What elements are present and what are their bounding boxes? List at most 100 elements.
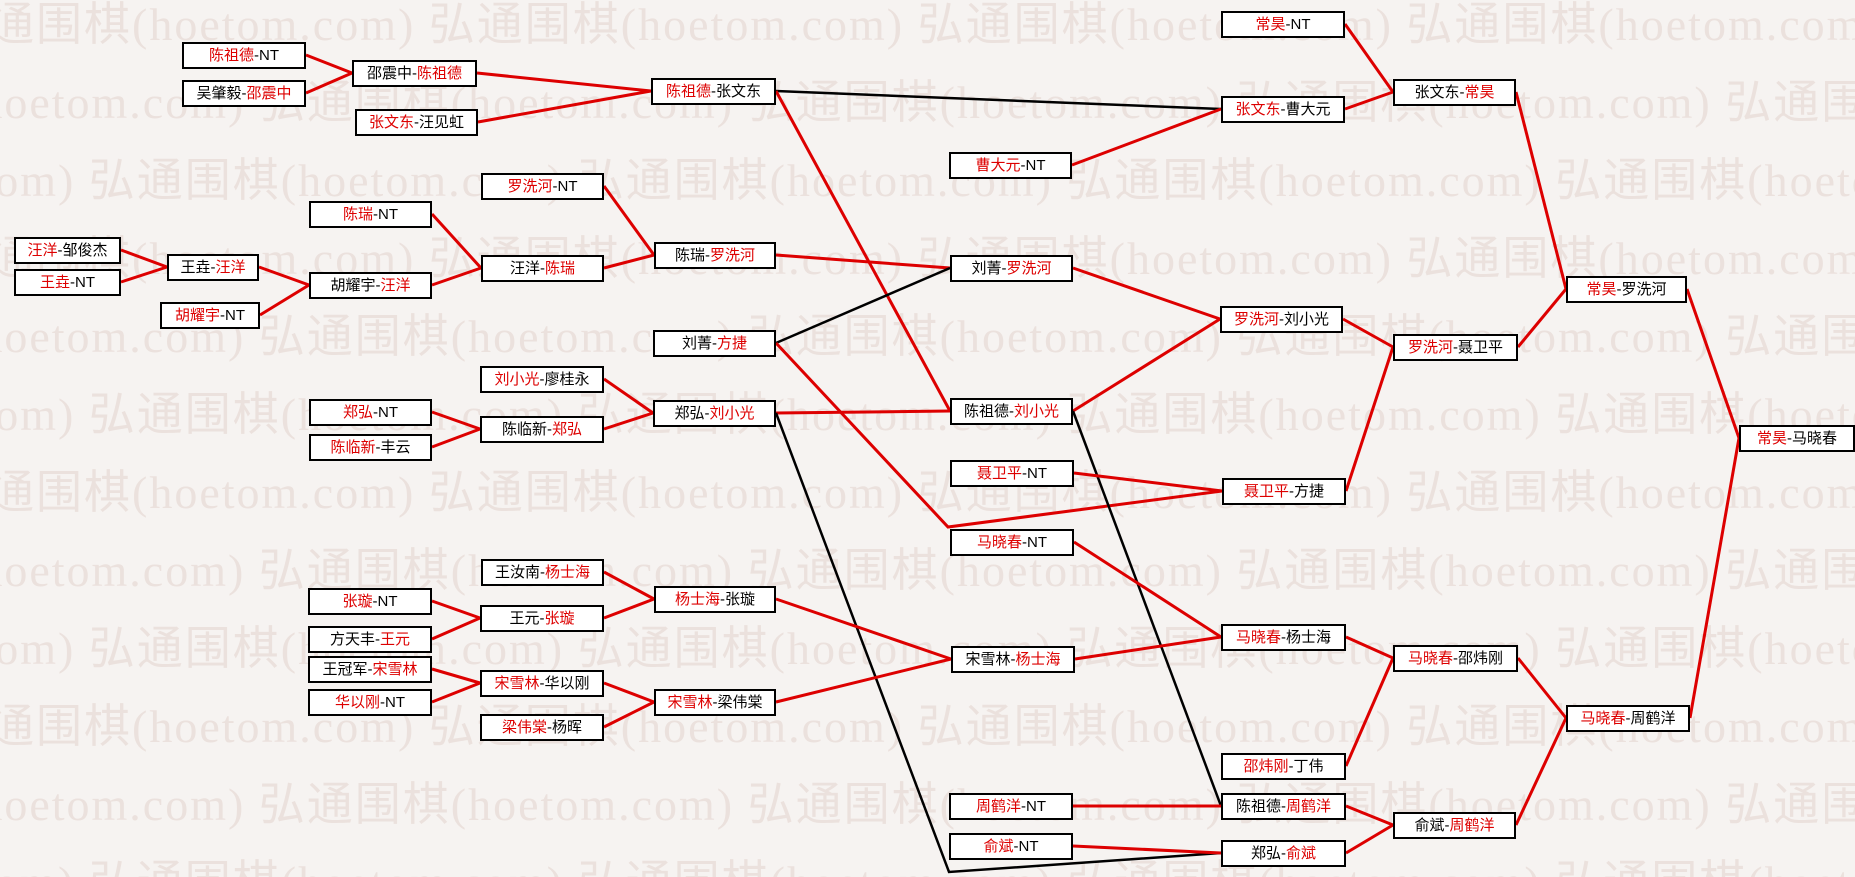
loser-name: 陈祖德- bbox=[963, 403, 1014, 420]
link-line-c8-c9 bbox=[603, 253, 655, 270]
loser-name: 胡耀宇- bbox=[330, 277, 381, 294]
winner-name: 汪洋 bbox=[380, 277, 411, 294]
match-box-c6: 胡耀宇 -NT bbox=[160, 302, 260, 329]
link-line-e2-e3 bbox=[1344, 346, 1395, 492]
match-box-c10: 刘菁- 罗洗河 bbox=[950, 255, 1073, 282]
link-line-e3-e4 bbox=[1516, 288, 1568, 348]
match-box-f9: 宋雪林 -华以刚 bbox=[480, 670, 604, 697]
winner-name: 聂卫平 bbox=[976, 465, 1022, 482]
loser-name: 汪洋- bbox=[509, 260, 545, 277]
watermark-row: 弘通围棋(hoetom.com) 弘通围棋(hoetom.com) 弘通围棋(h… bbox=[0, 0, 1855, 50]
match-box-f1: 马晓春 -NT bbox=[950, 529, 1074, 556]
winner-name: 马晓春 bbox=[1235, 629, 1281, 646]
match-box-g8: 马晓春 -周鹤洋 bbox=[1566, 705, 1690, 732]
loser-name: -马晓春 bbox=[1787, 430, 1837, 447]
link-line-g1-g8 bbox=[1516, 657, 1568, 719]
loser-name: 郑弘- bbox=[1250, 845, 1286, 862]
winner-name: 汪洋 bbox=[215, 259, 246, 276]
match-box-d2: 刘小光 -廖桂永 bbox=[480, 366, 604, 393]
link-line-g7-g8 bbox=[1514, 717, 1568, 826]
link-line-g6-g7 bbox=[1345, 823, 1394, 855]
link-line-d6-g6 bbox=[774, 412, 1222, 874]
winner-name: 张文东 bbox=[1235, 101, 1281, 118]
winner-name: 罗洗河 bbox=[709, 247, 755, 264]
link-line-c6-c7 bbox=[259, 283, 310, 317]
link-line-c1-c9 bbox=[602, 185, 656, 256]
watermark-row: 弘通围棋(hoetom.com) 弘通围棋(hoetom.com) 弘通围棋(h… bbox=[0, 77, 1855, 128]
winner-name: 罗洗河 bbox=[1407, 339, 1453, 356]
match-box-a4: 张文东 -汪见虹 bbox=[355, 109, 478, 136]
link-line-a1-a3 bbox=[305, 53, 353, 75]
loser-name: -张文东 bbox=[711, 83, 761, 100]
loser-name: 陈祖德- bbox=[1235, 798, 1286, 815]
link-line-g4-g7 bbox=[1345, 804, 1394, 827]
loser-name: -NT bbox=[1013, 838, 1039, 855]
loser-name: 宋雪林- bbox=[965, 651, 1016, 668]
match-box-h1: 常昊 -马晓春 bbox=[1739, 425, 1855, 452]
link-line-g2-g1 bbox=[1344, 657, 1395, 767]
winner-name: 周鹤洋 bbox=[1449, 817, 1495, 834]
watermark-row: 弘通围棋(hoetom.com) 弘通围棋(hoetom.com) 弘通围棋(h… bbox=[0, 155, 1855, 206]
winner-name: 周鹤洋 bbox=[975, 798, 1021, 815]
match-box-c2: 陈瑞 -NT bbox=[309, 201, 432, 228]
link-line-d3-d5 bbox=[431, 410, 481, 431]
loser-name: -NT bbox=[70, 274, 95, 291]
link-line-d4-d5 bbox=[431, 427, 481, 449]
loser-name: -NT bbox=[1022, 465, 1047, 482]
loser-name: 刘菁- bbox=[681, 335, 717, 352]
winner-name: 马晓春 bbox=[1407, 650, 1453, 667]
loser-name: -NT bbox=[1285, 16, 1311, 33]
loser-name: 王冠军- bbox=[322, 661, 373, 678]
loser-name: -张璇 bbox=[720, 591, 755, 608]
loser-name: -邹俊杰 bbox=[57, 242, 108, 259]
match-box-f11: 宋雪林 -梁伟棠 bbox=[654, 689, 776, 716]
link-line-f8-f9 bbox=[431, 681, 481, 704]
loser-name: -汪见虹 bbox=[414, 114, 464, 131]
winner-name: 梁伟棠 bbox=[501, 719, 547, 736]
loser-name: -罗洗河 bbox=[1616, 281, 1667, 298]
loser-name: -曹大元 bbox=[1280, 101, 1331, 118]
match-box-f10: 梁伟棠 -杨晖 bbox=[480, 714, 604, 741]
winner-name: 罗洗河 bbox=[1006, 260, 1052, 277]
loser-name: 陈瑞- bbox=[674, 247, 710, 264]
match-box-c1: 罗洗河 -NT bbox=[481, 173, 604, 200]
match-box-c8: 汪洋- 陈瑞 bbox=[481, 255, 604, 282]
winner-name: 邵炜刚 bbox=[1243, 758, 1289, 775]
winner-name: 张璇 bbox=[342, 593, 373, 610]
link-line-d7-d8 bbox=[1072, 317, 1221, 413]
winner-name: 王元 bbox=[379, 631, 410, 648]
winner-name: 马晓春 bbox=[976, 534, 1022, 551]
link-line-f7-f9 bbox=[431, 667, 481, 685]
link-line-c4-c5 bbox=[120, 265, 168, 284]
match-box-f2: 王汝南- 杨士海 bbox=[481, 559, 604, 586]
match-box-a1: 陈祖德 -NT bbox=[182, 42, 306, 69]
link-line-f1-f13 bbox=[1073, 540, 1222, 639]
match-box-d5: 陈临新- 郑弘 bbox=[480, 416, 604, 443]
winner-name: 聂卫平 bbox=[1243, 483, 1289, 500]
winner-name: 常昊 bbox=[1756, 430, 1787, 447]
link-line-b2-b4 bbox=[1344, 90, 1394, 111]
match-box-c3: 汪洋 -邹俊杰 bbox=[14, 237, 121, 264]
match-box-d6: 郑弘- 刘小光 bbox=[653, 400, 776, 427]
match-box-g5: 俞斌 -NT bbox=[949, 833, 1073, 860]
link-line-f9-f11 bbox=[603, 681, 655, 704]
loser-name: -周鹤洋 bbox=[1625, 710, 1676, 727]
winner-name: 邵震中 bbox=[246, 85, 292, 102]
winner-name: 张文东 bbox=[368, 114, 414, 131]
match-box-f6: 杨士海 -张璇 bbox=[654, 586, 776, 613]
loser-name: -NT bbox=[220, 307, 245, 324]
link-line-f11-f12 bbox=[775, 657, 952, 704]
winner-name: 常昊 bbox=[1464, 84, 1495, 101]
match-box-d7: 陈祖德- 刘小光 bbox=[950, 398, 1073, 425]
loser-name: 俞斌- bbox=[1414, 817, 1450, 834]
loser-name: -邵炜刚 bbox=[1453, 650, 1503, 667]
loser-name: 方天丰- bbox=[329, 631, 380, 648]
winner-name: 常昊 bbox=[1255, 16, 1286, 33]
loser-name: -NT bbox=[1020, 157, 1046, 174]
loser-name: -聂卫平 bbox=[1453, 339, 1503, 356]
match-box-a5: 陈祖德 -张文东 bbox=[651, 78, 776, 105]
link-line-c2-c8 bbox=[430, 212, 483, 270]
loser-name: 王汝南- bbox=[494, 564, 545, 581]
link-line-a5-b2 bbox=[775, 89, 1222, 111]
